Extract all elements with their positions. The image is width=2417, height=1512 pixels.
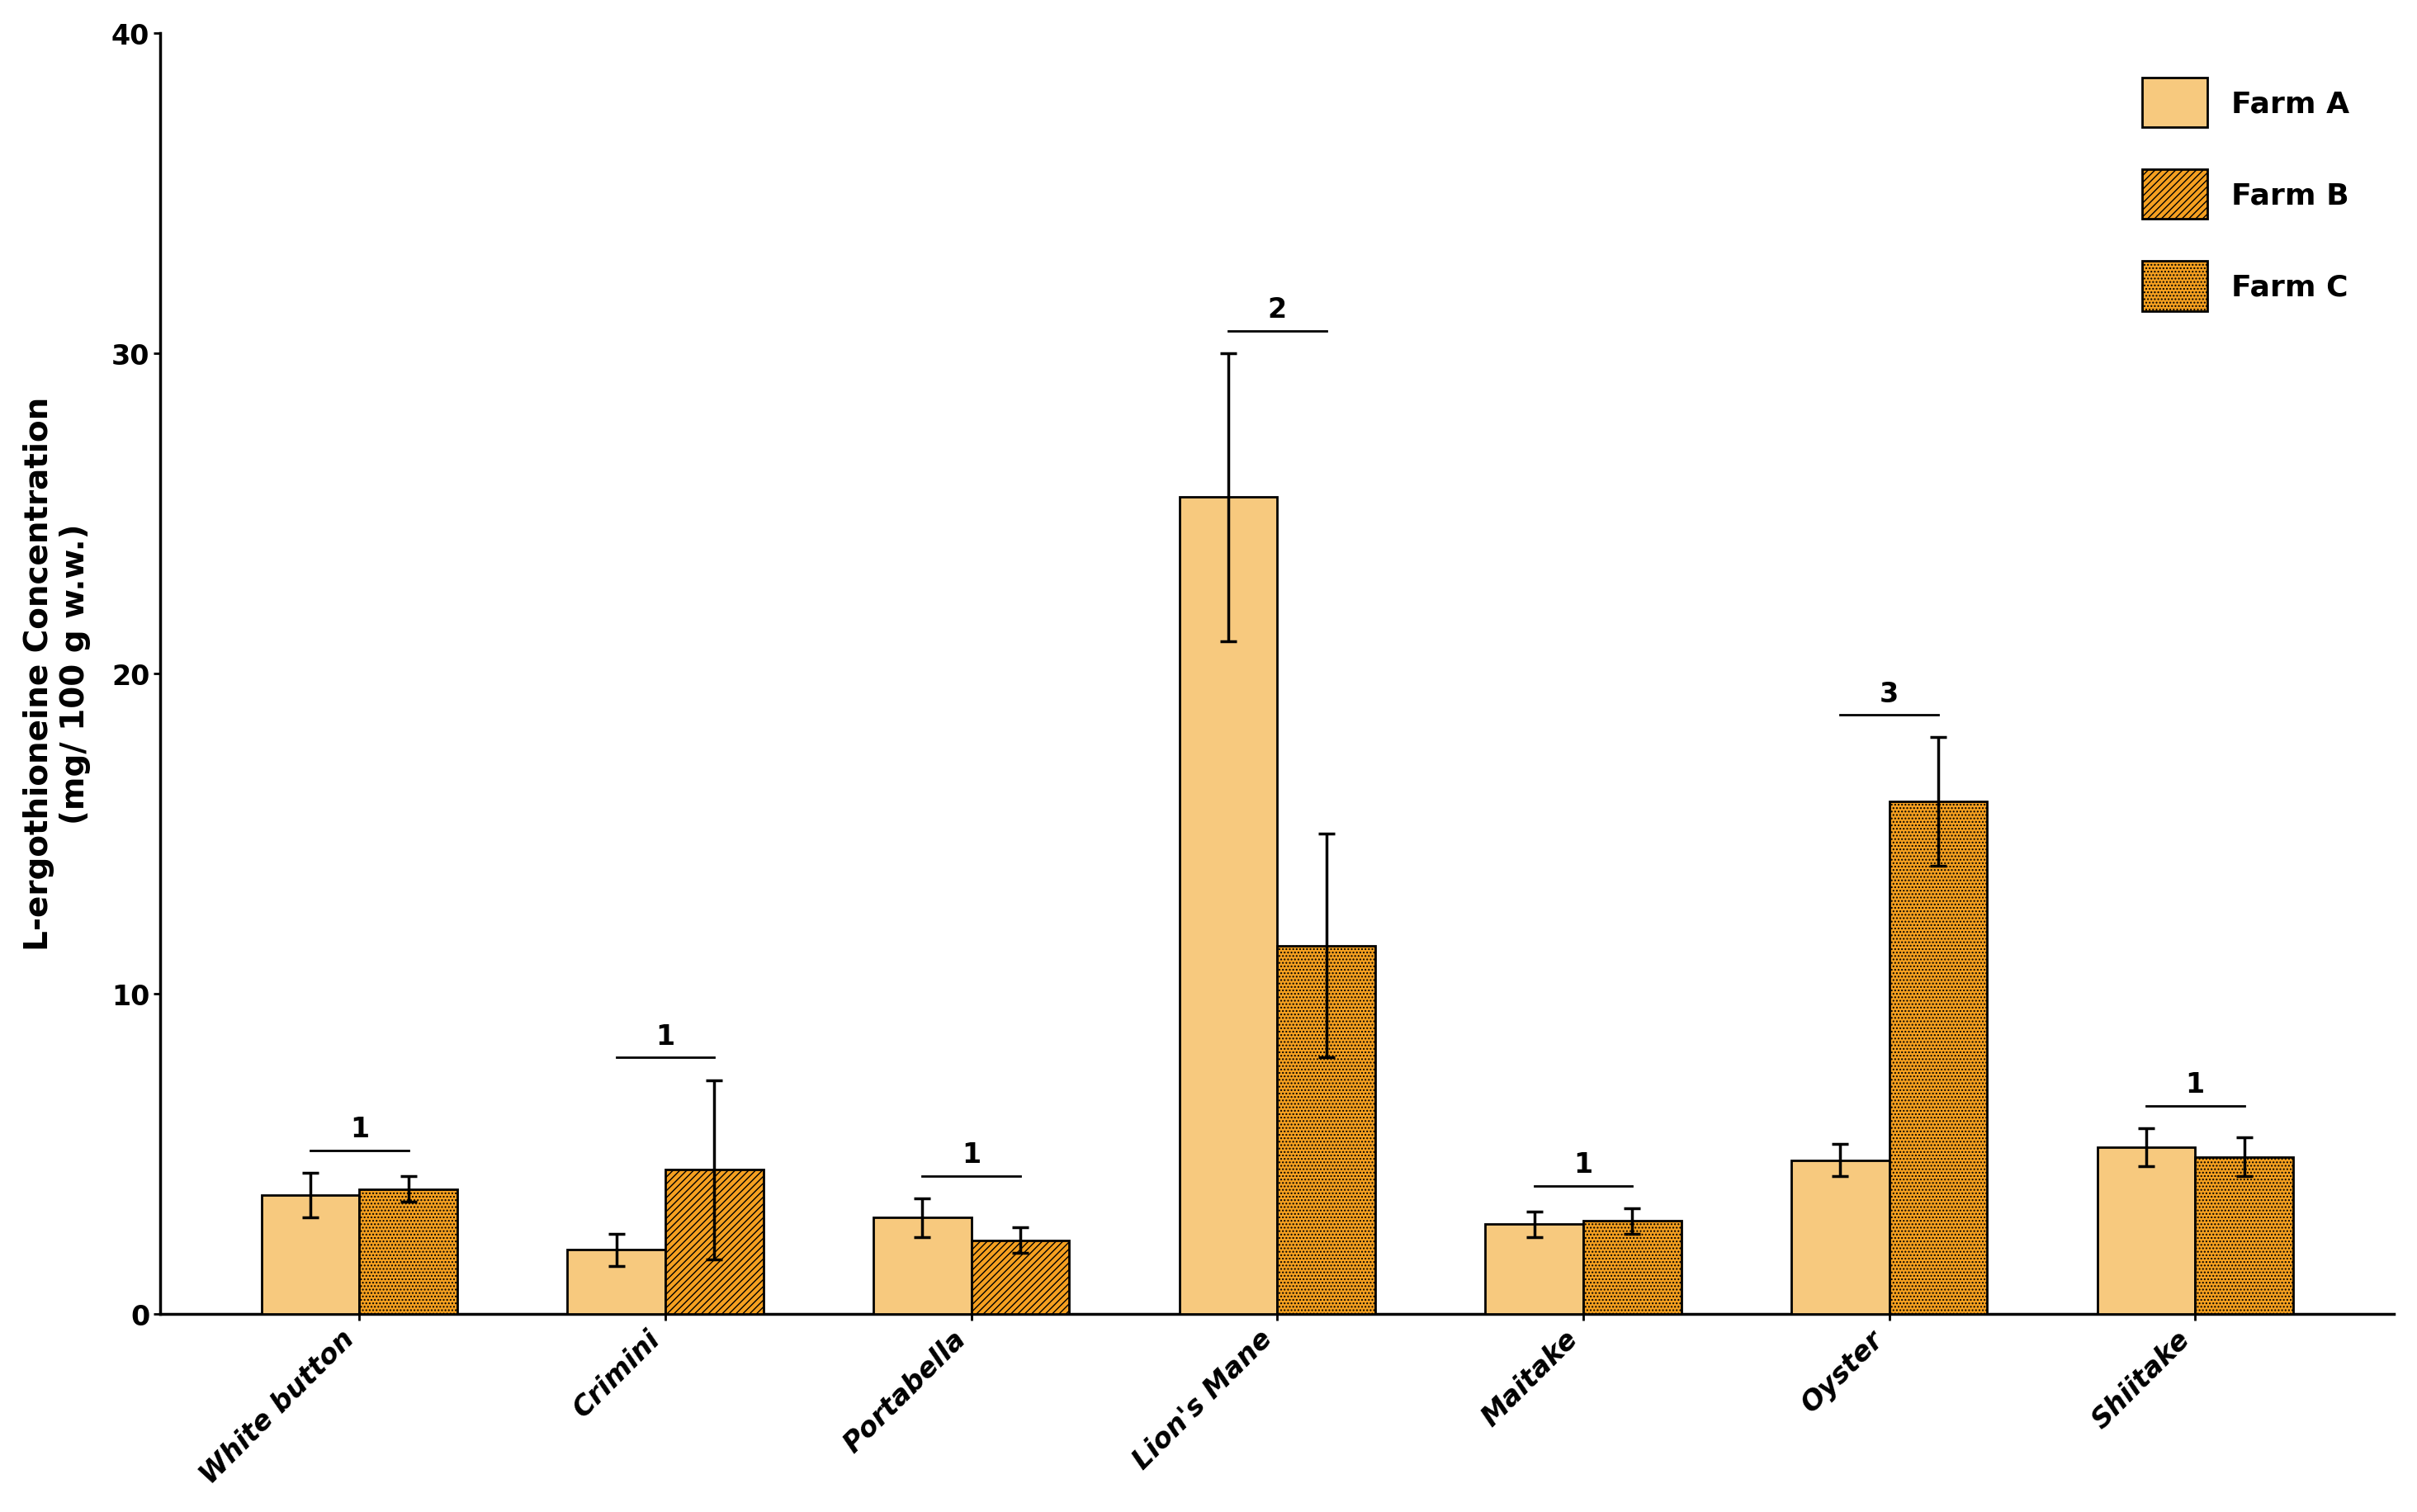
Bar (665, 1170, 764, 1314)
Bar (1890, 801, 1987, 1314)
Text: 1: 1 (655, 1022, 674, 1049)
Bar (1179, 497, 1276, 1314)
Bar (261, 1196, 360, 1314)
Legend: Farm A, Farm B, Farm C: Farm A, Farm B, Farm C (2112, 48, 2378, 342)
Bar (360, 1188, 457, 1314)
Text: 2: 2 (1269, 296, 1286, 324)
Bar (2098, 1148, 2195, 1314)
Text: 3: 3 (1880, 680, 1900, 708)
Text: 1: 1 (2185, 1070, 2204, 1098)
Bar (1486, 1225, 1583, 1314)
Bar (568, 1250, 665, 1314)
Y-axis label: L-ergothioneine Concentration
(mg/ 100 g w.w.): L-ergothioneine Concentration (mg/ 100 g… (22, 398, 89, 951)
Text: 1: 1 (350, 1116, 370, 1143)
Bar (972, 1240, 1068, 1314)
Bar (873, 1217, 972, 1314)
Text: 1: 1 (1573, 1151, 1593, 1178)
Bar (2195, 1157, 2294, 1314)
Bar (1791, 1160, 1890, 1314)
Bar (1276, 947, 1375, 1314)
Bar (1583, 1222, 1682, 1314)
Text: 1: 1 (962, 1142, 981, 1169)
